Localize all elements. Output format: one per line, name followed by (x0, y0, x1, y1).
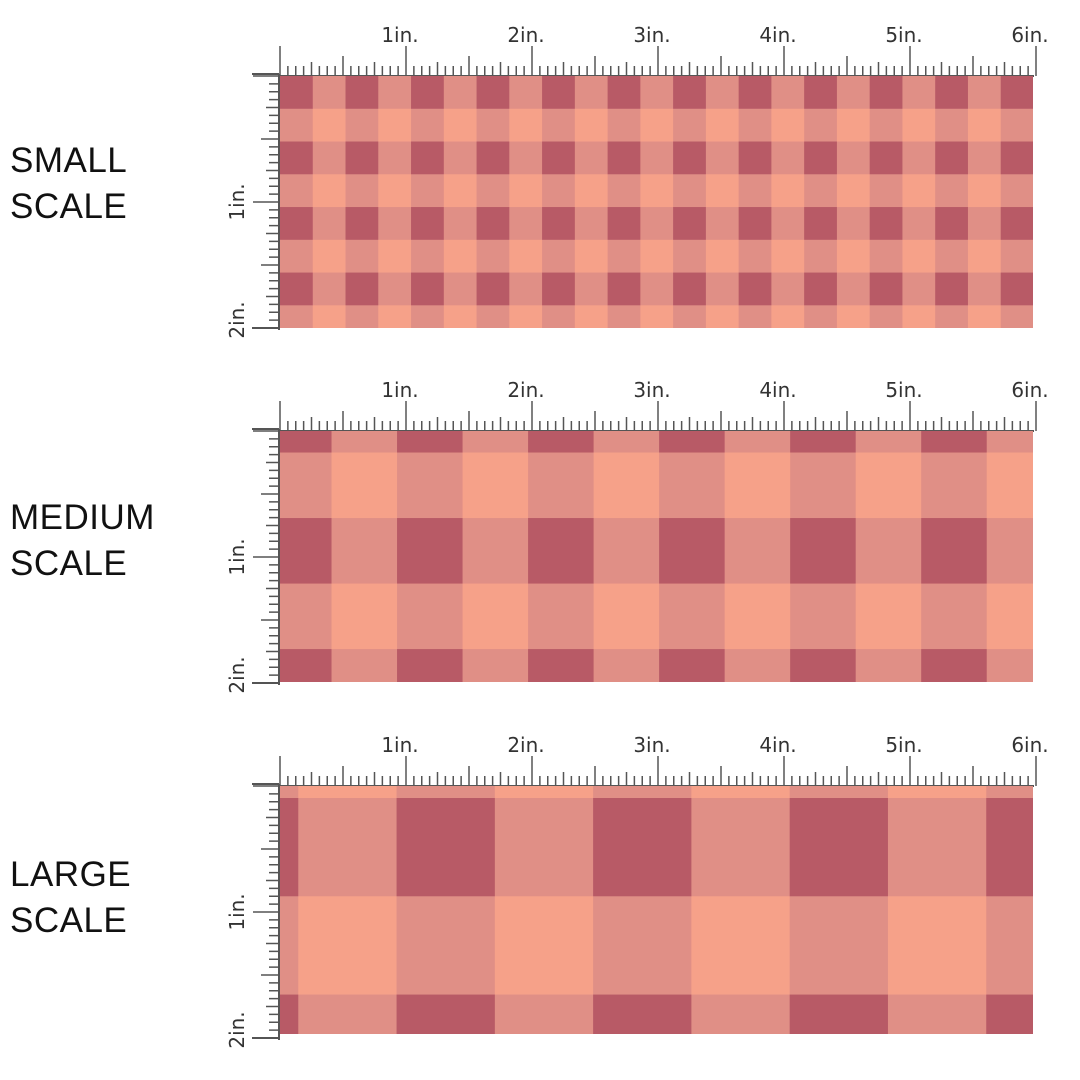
horizontal-ruler: 1in. 2in. 3in. 4in. 5in. 6in. (278, 378, 1049, 432)
ruler-label: 5in. (885, 733, 922, 757)
small-scale-label: SMALL SCALE (10, 141, 128, 226)
vertical-ruler: 1in. 2in. (225, 783, 280, 1049)
ruler-label: 2in. (225, 301, 249, 338)
ruler-label: 3in. (633, 23, 670, 47)
ruler-label: 2in. (507, 23, 544, 47)
ruler-label: 1in. (225, 183, 249, 220)
vertical-ruler: 1in. 2in. (225, 73, 280, 339)
ruler-label: 4in. (759, 23, 796, 47)
ruler-label: 3in. (633, 378, 670, 402)
ruler-label: 2in. (225, 1011, 249, 1048)
ruler-label: 2in. (225, 656, 249, 693)
ruler-label: 3in. (633, 733, 670, 757)
horizontal-ruler: 1in. 2in. 3in. 4in. 5in. 6in. (278, 733, 1049, 787)
plaid-swatch-medium (280, 431, 1033, 682)
ruler-label: 1in. (225, 538, 249, 575)
medium-scale-label: MEDIUM SCALE (10, 498, 155, 583)
ruler-label: 1in. (381, 733, 418, 757)
ruler-label: 6in. (1011, 378, 1048, 402)
ruler-label: 1in. (381, 23, 418, 47)
ruler-label: 1in. (225, 893, 249, 930)
ruler-label: 6in. (1011, 733, 1048, 757)
ruler-label: 2in. (507, 378, 544, 402)
small-scale-section: SMALL SCALE 1in. 2in. 3in. 4in. 5in. 6in. 1in… (0, 0, 1080, 345)
ruler-label: 4in. (759, 378, 796, 402)
ruler-label: 2in. (507, 733, 544, 757)
plaid-swatch-small (280, 76, 1033, 328)
ruler-label: 1in. (381, 378, 418, 402)
medium-scale-section: MEDIUM SCALE 1in. 2in. 3in. 4in. 5in. 6in. 1i… (0, 355, 1080, 700)
large-scale-section: LARGE SCALE 1in. 2in. 3in. 4in. 5in. 6in. 1in… (0, 710, 1080, 1060)
horizontal-ruler: 1in. 2in. 3in. 4in. 5in. 6in. (278, 23, 1049, 77)
ruler-label: 5in. (885, 378, 922, 402)
vertical-ruler: 1in. 2in. (225, 428, 280, 694)
large-scale-label: LARGE SCALE (10, 855, 132, 940)
ruler-label: 5in. (885, 23, 922, 47)
ruler-label: 6in. (1011, 23, 1048, 47)
ruler-label: 4in. (759, 733, 796, 757)
plaid-swatch-large (280, 786, 1033, 1034)
